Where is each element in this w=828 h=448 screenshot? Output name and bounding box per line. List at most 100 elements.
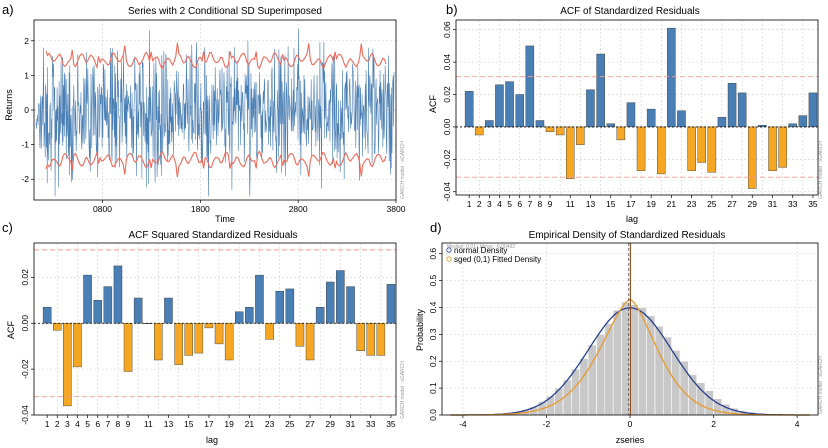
d-hist-bar <box>629 304 639 416</box>
d-hist-bar <box>579 358 589 416</box>
panel-b-xlabel: lag <box>626 214 638 224</box>
c-xtick-label: 27 <box>305 419 315 429</box>
a-ytick-label: -2 <box>21 174 29 184</box>
a-plot-frame <box>33 19 397 201</box>
d-xtick-label: -4 <box>459 419 467 429</box>
c-bar-lag-23 <box>265 323 274 340</box>
a-ytick-label: 2 <box>24 36 29 46</box>
c-ytick-label: -0.04 <box>20 405 30 425</box>
d-ytick-label: 0.6 <box>428 248 438 260</box>
c-plot-frame <box>33 242 397 416</box>
d-hist-bar <box>613 310 622 416</box>
d-plot-frame <box>441 242 819 416</box>
c-bar-lag-27 <box>305 323 315 361</box>
b-bar-lag-18 <box>636 126 646 171</box>
d-xtick-label: 4 <box>795 419 800 429</box>
b-bar-lag-8 <box>535 120 545 128</box>
c-xtick-label: 21 <box>245 419 255 429</box>
b-ytick-label: 0.02 <box>442 86 452 103</box>
b-bar-lag-12 <box>576 126 585 145</box>
b-bar-lag-17 <box>626 102 636 128</box>
c-xtick-label: 4 <box>75 419 80 429</box>
d-legend-sged-symbol <box>446 256 452 262</box>
b-xtick-label: 1 <box>467 199 472 209</box>
c-xtick-label: 35 <box>386 419 396 429</box>
b-bar-lag-27 <box>727 82 737 128</box>
c-bar-lag-2 <box>53 323 62 331</box>
b-xtick-label: 9 <box>548 199 553 209</box>
a-upper-2sd-line <box>45 42 387 70</box>
b-bar-lag-2 <box>475 126 484 136</box>
c-ytick-label: -0.02 <box>20 359 30 379</box>
b-bar-lag-28 <box>737 92 747 128</box>
c-bar-lag-32 <box>356 323 365 351</box>
c-bar-lag-5 <box>83 274 92 324</box>
panel-b-label: b) <box>446 2 458 17</box>
a-returns-series <box>35 28 395 197</box>
c-xtick-label: 7 <box>105 419 110 429</box>
b-ytick-label: -0.02 <box>442 149 452 169</box>
b-bar-lag-32 <box>778 126 787 168</box>
b-bar-lag-33 <box>788 123 798 128</box>
panel-c-ylabel: ACF <box>6 320 16 339</box>
b-xtick-label: 27 <box>727 199 737 209</box>
c-xtick-label: 25 <box>285 419 295 429</box>
d-xtick-label: 0 <box>628 419 633 429</box>
a-ytick-label: -1 <box>21 140 29 150</box>
b-xtick-label: 6 <box>517 199 522 209</box>
panel-c-xlabel: lag <box>206 435 218 445</box>
c-bar-lag-31 <box>346 286 355 324</box>
d-hist-bar <box>696 382 706 416</box>
panel-b-watermark: GARCH model : sGARCH <box>818 141 824 199</box>
c-bar-lag-1 <box>42 307 52 324</box>
a-xtick-label: 1800 <box>191 204 210 214</box>
d-ytick-label: 0.2 <box>428 355 438 367</box>
c-bar-lag-9 <box>123 323 133 372</box>
c-bar-lag-18 <box>214 323 224 345</box>
b-bar-lag-9 <box>545 126 555 133</box>
c-bar-lag-30 <box>336 270 345 324</box>
panel-d-ylabel: Probability <box>415 308 425 351</box>
b-xtick-label: 33 <box>788 199 798 209</box>
d-legend-normal-text: normal Density <box>454 246 507 255</box>
b-xtick-label: 19 <box>646 199 656 209</box>
b-bar-lag-26 <box>717 116 727 128</box>
c-ytick-label: 0.00 <box>20 315 30 332</box>
c-bar-lag-19 <box>224 323 234 361</box>
b-ytick-label: 0.06 <box>442 21 452 38</box>
d-ytick-label: 0.3 <box>428 328 438 340</box>
b-bar-lag-29 <box>748 126 757 189</box>
panel-a-title: Series with 2 Conditional SD Superimpose… <box>128 6 322 17</box>
b-xtick-label: 7 <box>527 199 532 209</box>
c-xtick-label: 15 <box>184 419 194 429</box>
c-xtick-label: 29 <box>326 419 336 429</box>
b-ytick-label: 0.04 <box>442 54 452 71</box>
b-xtick-label: 35 <box>808 199 818 209</box>
panel-c-acf-squared: c) ACF Squared Standardized Residuals la… <box>2 220 406 445</box>
d-ytick-label: 0.0 <box>428 409 438 421</box>
c-bar-lag-7 <box>103 286 113 324</box>
c-bar-lag-22 <box>255 274 264 324</box>
b-xtick-label: 29 <box>748 199 758 209</box>
d-hist-bar <box>588 344 597 416</box>
c-xtick-label: 23 <box>265 419 275 429</box>
c-bar-lag-14 <box>174 323 183 365</box>
c-bar-lag-6 <box>93 300 102 324</box>
panel-d-annotation: Median: 0.01 | Mean: -0.00492 <box>447 244 515 250</box>
a-xtick-label: 2800 <box>289 204 308 214</box>
c-bar-lag-25 <box>285 288 295 324</box>
b-xtick-label: 11 <box>566 199 575 209</box>
d-xtick-label: -2 <box>543 419 551 429</box>
c-bar-lag-4 <box>73 323 82 368</box>
panel-d-watermark: GARCH model : sGARCH <box>818 356 824 414</box>
b-xtick-label: 15 <box>606 199 616 209</box>
d-ytick-label: 0.4 <box>428 301 438 313</box>
b-bar-lag-35 <box>808 92 818 128</box>
c-bar-lag-26 <box>295 323 305 347</box>
b-bar-lag-19 <box>646 108 656 128</box>
c-xtick-label: 13 <box>164 419 174 429</box>
panel-c-watermark: GARCH model : sGARCH <box>400 361 406 419</box>
b-xtick-label: 13 <box>586 199 596 209</box>
b-ytick-label: 0.00 <box>442 118 452 135</box>
